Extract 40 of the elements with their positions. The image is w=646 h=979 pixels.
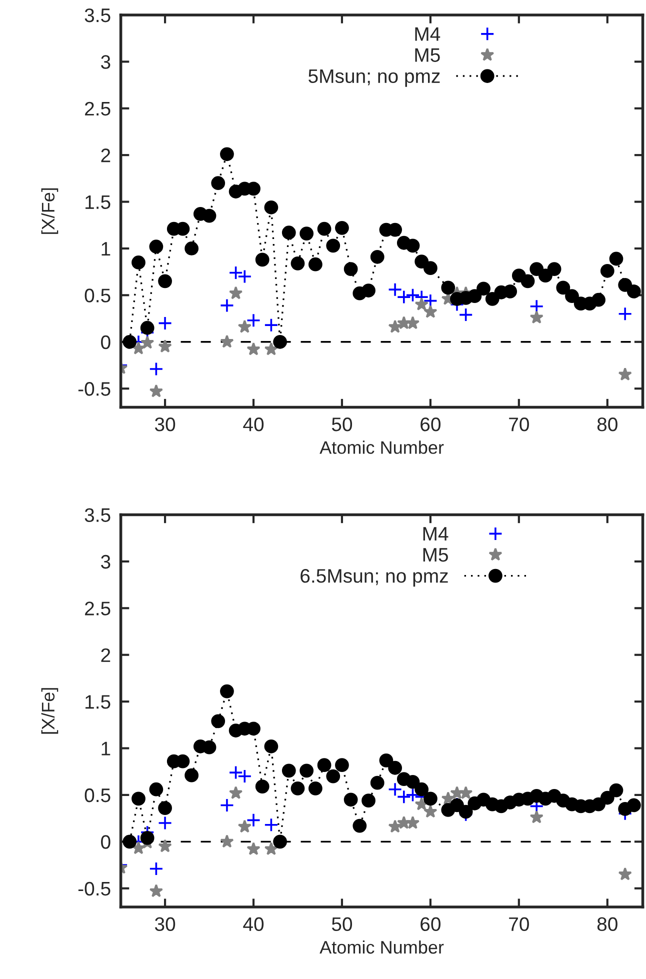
y-tick-label: -0.5 [78, 382, 110, 396]
y-tick-label: 3 [101, 55, 110, 69]
y-axis-title: [X/Fe] [41, 688, 58, 734]
y-tick-label: 2.5 [85, 602, 110, 616]
x-tick-label: 40 [243, 917, 264, 932]
y-axis-title: [X/Fe] [41, 188, 58, 234]
y-tick-label: 2.5 [85, 102, 110, 116]
legend-label: M4 [415, 27, 440, 41]
x-tick-label: 60 [420, 418, 440, 432]
x-tick-label: 50 [332, 418, 352, 432]
x-tick-label: 60 [420, 917, 440, 932]
x-axis-title: Atomic Number [320, 440, 444, 454]
x-tick-label: 80 [597, 418, 618, 432]
x-axis-title: Atomic Number [320, 940, 444, 954]
y-tick-label: 0.5 [84, 788, 110, 802]
legend-label: M4 [423, 527, 448, 541]
legend-label: 6.5Msun; no pmz [300, 569, 448, 587]
y-tick-label: 1 [102, 742, 110, 756]
x-tick-label: 30 [154, 917, 176, 932]
legend-label: 5Msun; no pmz [308, 69, 440, 87]
y-tick-label: 1.5 [86, 195, 110, 210]
legend-label: M5 [423, 548, 448, 562]
legend-label: M5 [415, 48, 440, 62]
x-tick-label: 40 [243, 418, 264, 432]
y-tick-label: 0.5 [84, 288, 110, 302]
x-tick-label: 30 [154, 418, 176, 432]
y-tick-label: 0 [101, 335, 110, 350]
y-tick-label: 1.5 [86, 695, 110, 709]
y-tick-label: -0.5 [78, 882, 110, 896]
y-tick-label: 0 [101, 835, 110, 849]
y-tick-label: 3.5 [84, 8, 110, 22]
y-tick-label: 3 [101, 554, 110, 569]
y-tick-label: 1 [102, 242, 110, 256]
y-tick-label: 3.5 [84, 508, 110, 522]
y-tick-label: 2 [101, 148, 110, 162]
x-tick-label: 70 [509, 418, 529, 432]
y-tick-label: 2 [101, 648, 110, 662]
x-tick-label: 70 [509, 917, 529, 932]
x-tick-label: 80 [597, 917, 618, 932]
x-tick-label: 50 [332, 917, 352, 932]
